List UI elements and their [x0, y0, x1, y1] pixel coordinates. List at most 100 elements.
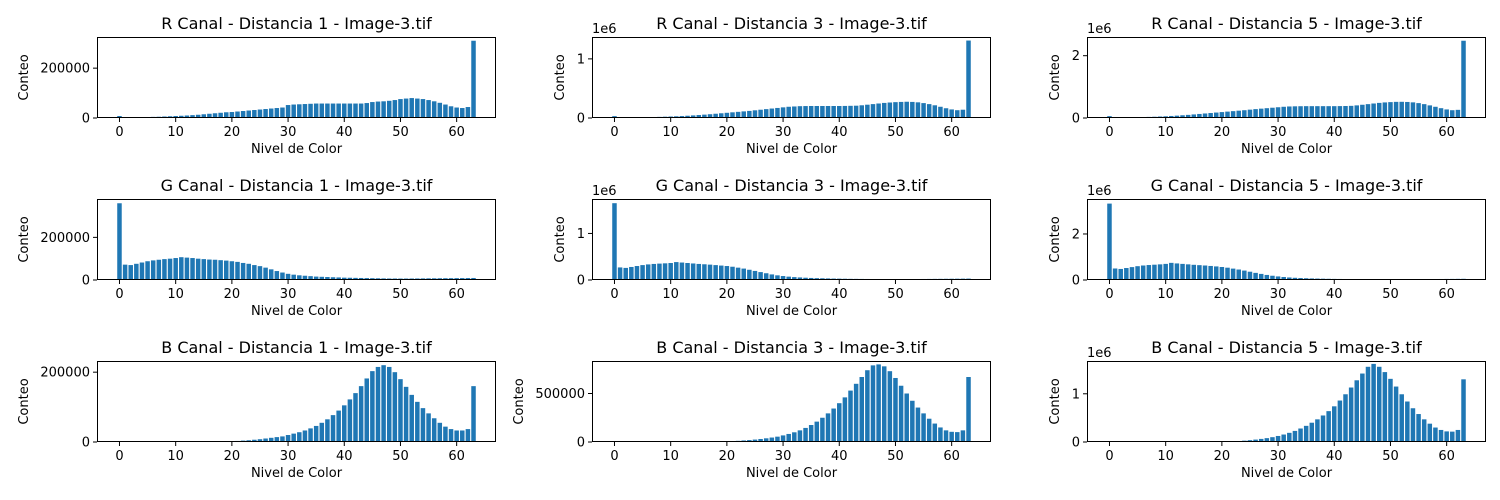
panel-2-bar-55 [1416, 103, 1421, 118]
panel-7-bar-47 [876, 364, 881, 442]
panel-5-bar-26 [1253, 272, 1258, 280]
panel-2-bar-19 [1214, 112, 1219, 118]
panel-2-bar-24 [1242, 110, 1247, 118]
panel-8-xtick-label: 50 [1382, 449, 1399, 464]
panel-4-xtick-label: 0 [610, 287, 618, 302]
panel-0-bar-36 [319, 103, 325, 118]
panel-4-bar-12 [679, 262, 685, 280]
panel-3-xlabel: Nivel de Color [251, 304, 343, 319]
panel-8-bar-54 [1410, 408, 1416, 442]
panel-5-bar-25 [1247, 271, 1253, 280]
panel-8-bar-35 [1303, 425, 1309, 442]
panel-3-ytick-label: 200000 [40, 231, 90, 246]
panel-4-bar-35 [808, 277, 814, 280]
panel-6-bar-30 [285, 435, 291, 442]
panel-3: 0 10 20 30 40 50 60 0 200000 G Canal - Distancia … [17, 176, 496, 319]
panel-0-bar-24 [252, 110, 257, 118]
panel-4-bar-5 [640, 265, 645, 280]
panel-4-xtick-label: 30 [775, 287, 792, 302]
panel-7-xtick-label: 40 [831, 449, 848, 464]
panel-3-bar-9 [167, 258, 173, 280]
panel-6-xtick-label: 50 [392, 449, 409, 464]
panel-0: 0 10 20 30 40 50 60 0 200000 R Canal - Distancia … [17, 14, 496, 157]
panel-4-bar-22 [735, 267, 741, 280]
panel-0-bar-37 [325, 103, 330, 118]
panel-6-xtick-label: 40 [336, 449, 353, 464]
panel-5-bar-1 [1112, 268, 1118, 280]
panel-3-bar-27 [268, 269, 274, 280]
panel-3-bar-39 [336, 277, 341, 280]
panel-0-bar-32 [297, 104, 302, 118]
panel-4-bar-26 [758, 272, 763, 280]
panel-8-bar-50 [1388, 378, 1393, 442]
panel-3-bar-5 [145, 261, 150, 280]
panel-0-bar-11 [179, 115, 184, 118]
panel-8-bar-37 [1315, 419, 1320, 442]
panel-8-bar-33 [1292, 430, 1298, 442]
panel-3-bar-21 [235, 261, 240, 280]
panel-5-bar-32 [1287, 277, 1292, 280]
panel-2-bar-50 [1388, 102, 1393, 118]
panel-6-bar-45 [370, 371, 375, 443]
panel-2-xtick-label: 0 [1105, 125, 1113, 140]
panel-0-bar-48 [386, 100, 392, 118]
panel-0-ytick-label: 0 [82, 112, 90, 127]
panel-7-bar-48 [881, 366, 887, 442]
panel-6-axes-frame [97, 361, 496, 442]
panel-6-ytick-label: 0 [82, 436, 90, 451]
panel-7-bar-60 [949, 431, 954, 442]
panel-0-xtick-label: 40 [336, 125, 353, 140]
panel-3-bar-38 [330, 277, 336, 280]
panel-6: 0 10 20 30 40 50 60 0 200000 B Canal - Distancia … [17, 338, 496, 481]
panel-2-bar-42 [1343, 106, 1348, 118]
panel-0-bar-28 [274, 108, 280, 118]
panel-3-bar-10 [173, 258, 178, 280]
panel-1-bar-18 [713, 113, 718, 118]
panel-6-bar-27 [268, 437, 274, 442]
panel-6-bar-56 [431, 418, 437, 442]
panel-5-bar-16 [1197, 265, 1202, 280]
panel-8-bar-51 [1393, 386, 1399, 442]
panel-3-bar-25 [257, 266, 263, 280]
panel-7-ytick-label: 500000 [535, 387, 585, 402]
panel-1-bar-44 [859, 105, 864, 118]
panel-7-bar-49 [887, 371, 893, 442]
panel-6-ytick-label: 200000 [40, 366, 90, 381]
panel-0-bar-47 [381, 101, 386, 118]
panel-5-xtick-label: 0 [1105, 287, 1113, 302]
panel-0-bar-40 [342, 103, 347, 118]
panel-6-bar-60 [454, 430, 459, 442]
panel-5-bar-2 [1118, 268, 1123, 280]
panel-3-bar-17 [212, 259, 218, 280]
panel-6-bar-46 [375, 366, 381, 442]
panel-2-bar-56 [1421, 104, 1427, 118]
panel-6-bar-51 [403, 386, 409, 442]
panel-1-bar-22 [735, 111, 741, 118]
panel-7-bar-30 [780, 435, 786, 442]
panel-4-title: G Canal - Distancia 3 - Image-3.tif [656, 176, 928, 195]
panel-3-bar-22 [240, 262, 246, 280]
panel-1-bar-47 [876, 103, 881, 118]
panel-7-bar-26 [758, 438, 763, 442]
panel-2-xtick-label: 50 [1382, 125, 1399, 140]
panel-2-xtick-label: 60 [1438, 125, 1455, 140]
panel-2-bar-46 [1365, 104, 1371, 118]
panel-7-ylabel: Conteo [512, 378, 527, 424]
panel-7-bar-45 [865, 370, 870, 442]
panel-4-bar-24 [747, 269, 752, 280]
panel-5-xtick-label: 30 [1270, 287, 1287, 302]
panel-5-bar-17 [1202, 265, 1208, 280]
panel-6-xtick-label: 10 [167, 449, 184, 464]
panel-6-bar-43 [358, 386, 364, 442]
panel-2-bar-43 [1348, 105, 1354, 118]
panel-3-xtick-label: 0 [115, 287, 123, 302]
panel-8-bar-52 [1399, 394, 1404, 442]
panel-0-bar-34 [308, 103, 313, 118]
panel-2-bar-29 [1270, 107, 1275, 118]
panel-8-bar-55 [1416, 414, 1421, 442]
panel-8-bar-42 [1343, 394, 1348, 442]
panel-2-bar-14 [1185, 114, 1191, 118]
panel-6-bar-29 [280, 436, 285, 442]
panel-8-bar-49 [1382, 372, 1388, 442]
panel-1-bar-52 [904, 101, 909, 118]
